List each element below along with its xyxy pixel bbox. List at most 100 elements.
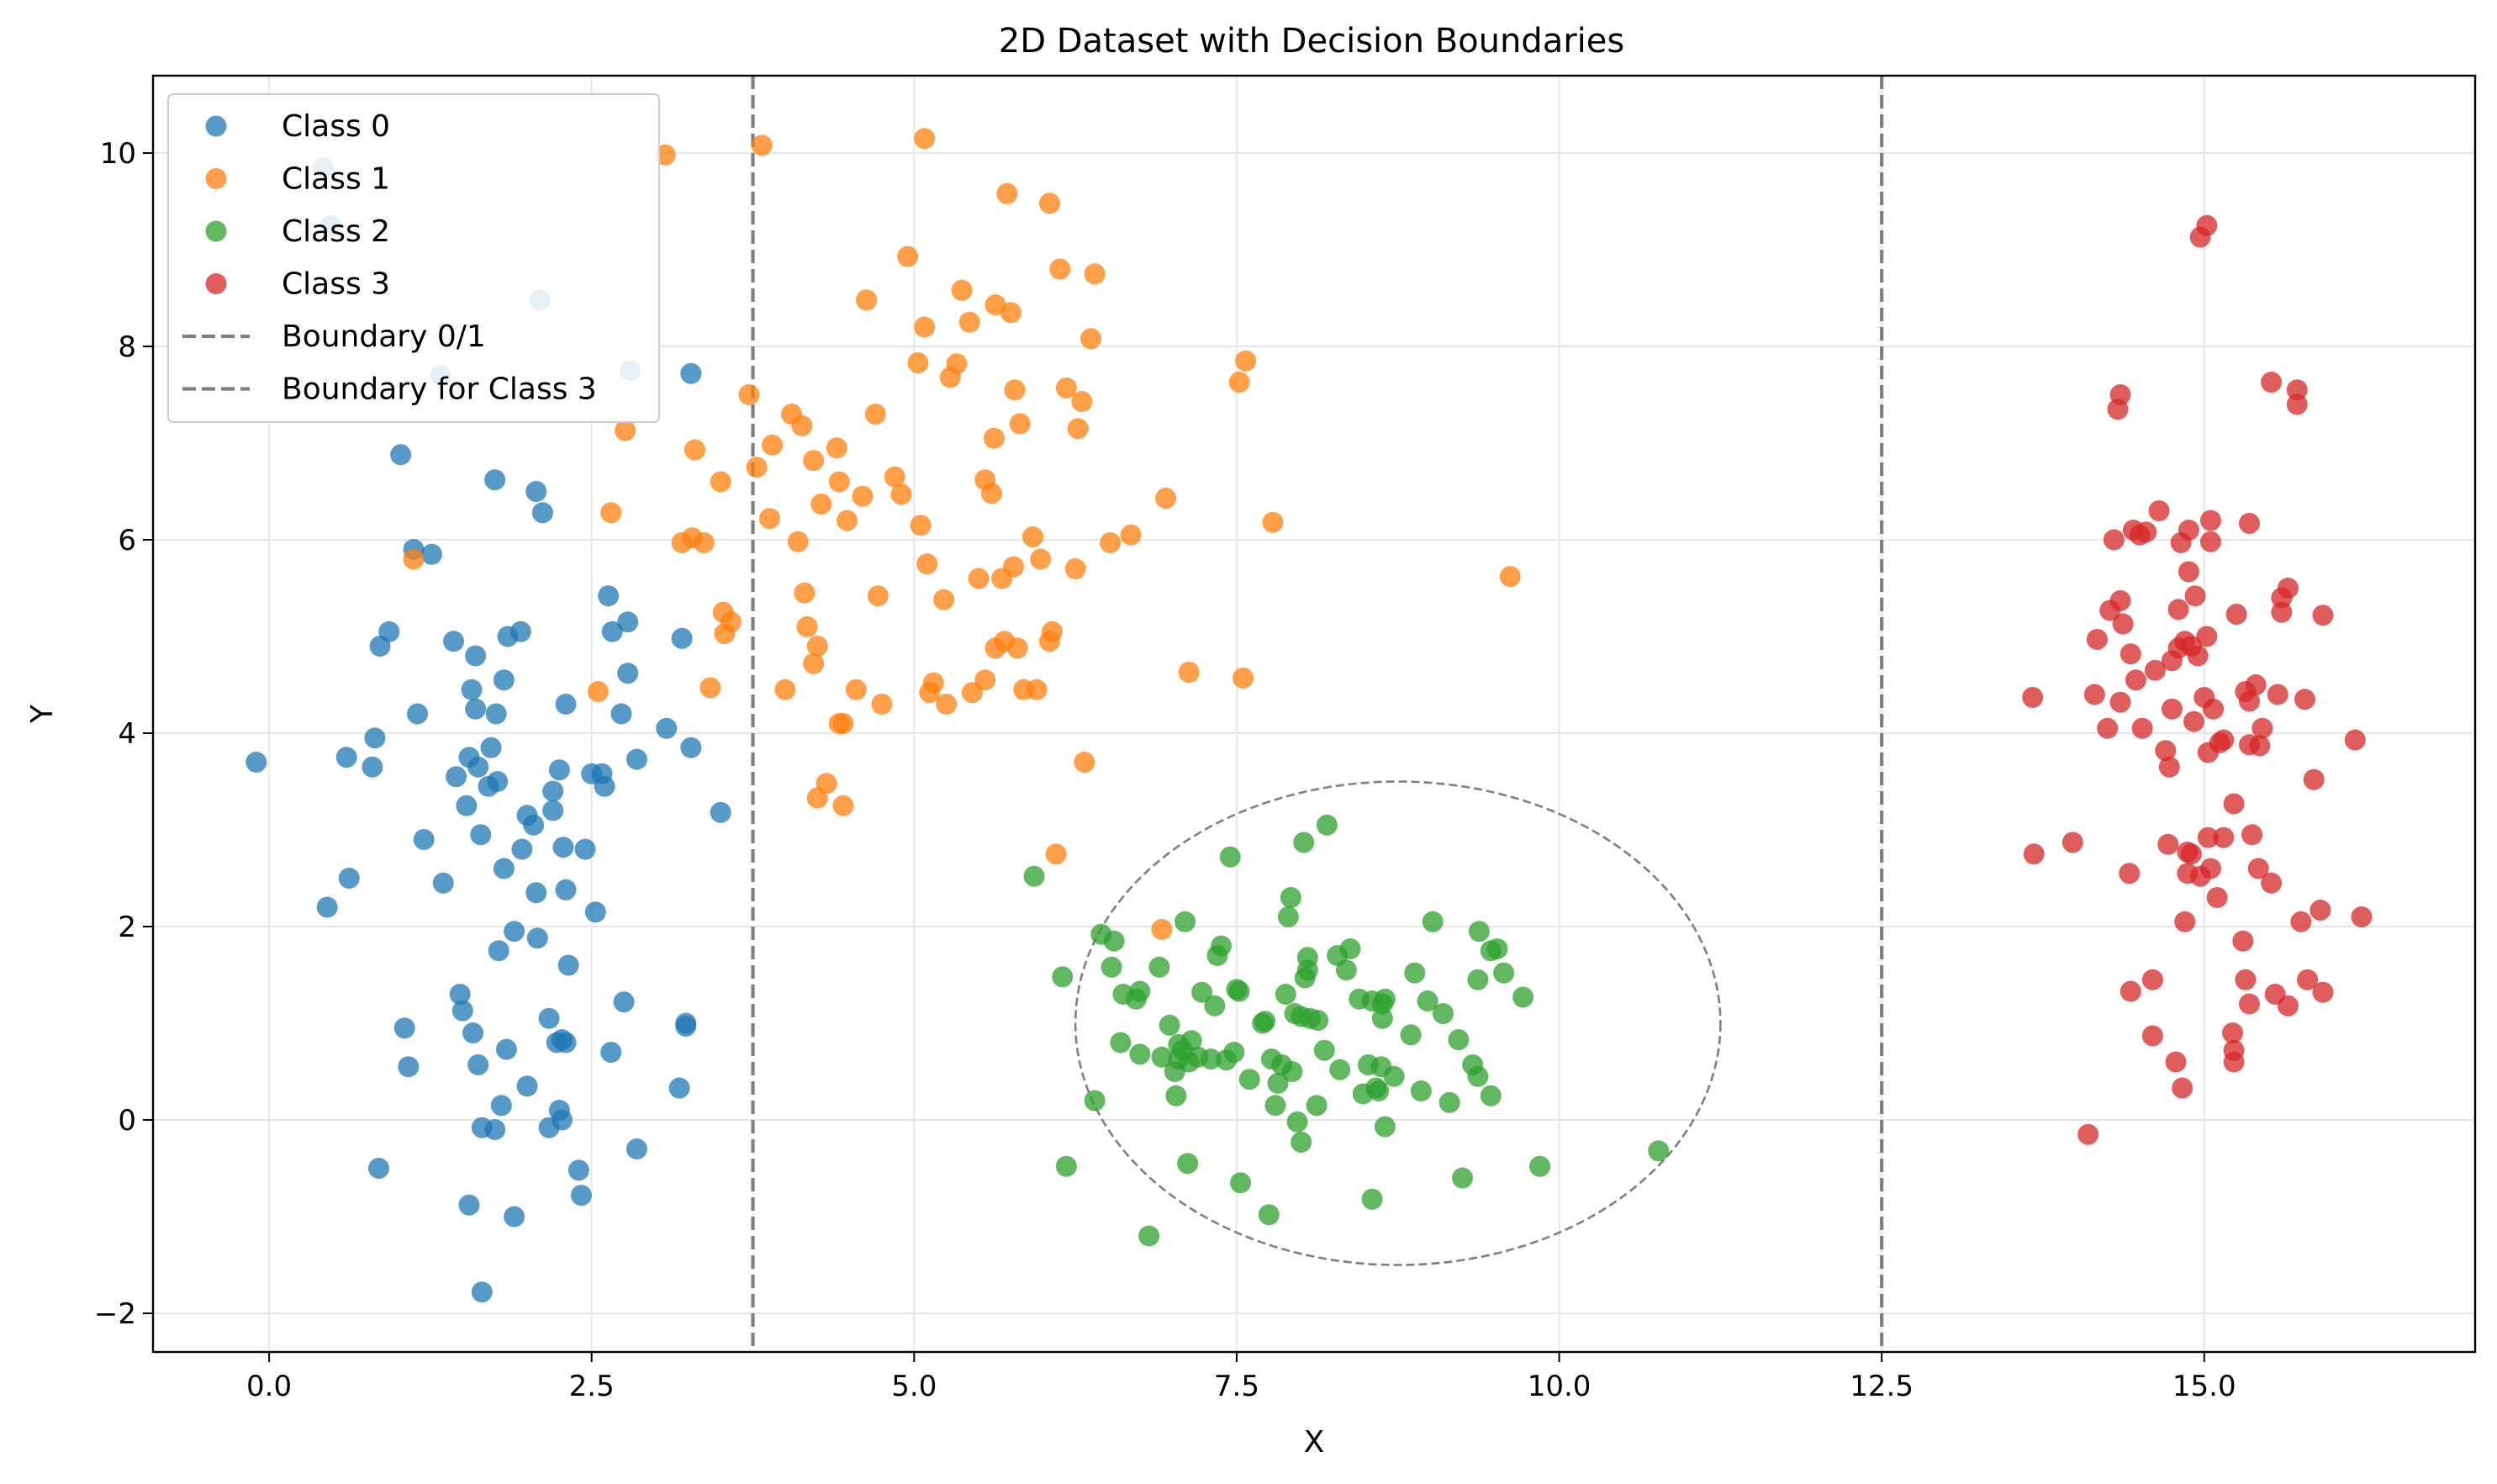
y-tick-label: 8	[118, 330, 136, 364]
data-point	[794, 582, 816, 604]
data-point	[2172, 1077, 2193, 1099]
data-point	[1404, 962, 1426, 984]
data-point	[1410, 1080, 1432, 1101]
data-point	[2241, 824, 2263, 846]
data-point	[555, 694, 577, 715]
data-point	[2203, 698, 2225, 720]
data-point	[1371, 993, 1393, 1015]
y-tick-label: 10	[100, 137, 136, 171]
data-point	[2196, 214, 2218, 236]
data-point	[1159, 1014, 1180, 1036]
data-point	[1280, 887, 1301, 908]
data-point	[413, 829, 435, 850]
data-point	[1151, 1046, 1173, 1068]
data-point	[680, 362, 702, 384]
data-point	[1006, 637, 1028, 659]
data-point	[884, 466, 905, 488]
data-point	[2238, 690, 2260, 712]
data-point	[1368, 1080, 1390, 1101]
data-point	[2225, 604, 2247, 626]
data-point	[1071, 391, 1093, 413]
series-class-2	[1023, 814, 1670, 1247]
data-point	[1439, 1091, 1460, 1113]
data-point	[2271, 601, 2293, 623]
data-point	[1002, 556, 1024, 578]
data-point	[490, 1095, 512, 1117]
x-axis-label: X	[1304, 1425, 1325, 1460]
data-point	[610, 703, 632, 725]
data-point	[1052, 966, 1074, 988]
data-point	[1103, 930, 1125, 952]
data-point	[584, 901, 606, 923]
data-point	[774, 679, 796, 700]
data-point	[2312, 605, 2334, 626]
data-point	[574, 838, 596, 860]
data-point	[2312, 981, 2334, 1003]
data-point	[806, 636, 828, 657]
data-point	[2165, 1051, 2187, 1073]
data-point	[378, 621, 400, 642]
data-point	[710, 801, 731, 823]
grid	[153, 76, 2475, 1352]
legend-label: Boundary for Class 3	[282, 372, 597, 407]
data-point	[796, 616, 818, 637]
data-point	[2235, 969, 2257, 990]
data-point	[914, 128, 936, 150]
data-point	[432, 872, 454, 894]
data-point	[2161, 698, 2183, 720]
data-point	[525, 882, 547, 904]
data-point	[2351, 906, 2373, 927]
data-point	[1235, 350, 1257, 372]
data-point	[816, 773, 837, 795]
x-tick-label: 15.0	[2172, 1370, 2236, 1403]
data-point	[525, 481, 547, 502]
data-point	[837, 510, 858, 531]
data-point	[810, 493, 832, 515]
data-point	[2120, 980, 2141, 1002]
data-point	[2196, 626, 2218, 647]
data-point	[1529, 1155, 1551, 1177]
data-point	[1230, 1172, 1252, 1194]
data-point	[488, 940, 509, 962]
data-point	[2290, 911, 2312, 932]
data-point	[867, 585, 889, 607]
data-point	[613, 991, 635, 1013]
data-point	[961, 682, 983, 704]
data-point	[656, 717, 678, 739]
data-point	[1335, 959, 1357, 981]
data-point	[1009, 413, 1031, 435]
data-point	[1155, 488, 1177, 510]
data-point	[1204, 995, 1226, 1017]
data-point	[1148, 956, 1170, 978]
data-point	[762, 434, 784, 456]
data-point	[2131, 717, 2153, 739]
data-point	[974, 669, 996, 691]
series-class-0	[245, 156, 731, 1303]
data-point	[484, 469, 506, 491]
data-point	[951, 279, 973, 301]
data-point	[1306, 1095, 1328, 1117]
series-class-1	[403, 128, 1521, 940]
data-point	[946, 353, 968, 375]
data-point	[2245, 674, 2267, 695]
data-point	[1480, 1085, 1502, 1106]
data-point	[668, 1077, 690, 1099]
legend-marker	[205, 168, 227, 189]
data-point	[467, 1054, 489, 1075]
data-point	[1100, 531, 1122, 553]
data-point	[787, 531, 809, 552]
data-point	[1175, 911, 1196, 932]
data-point	[922, 672, 944, 694]
data-point	[456, 795, 478, 816]
y-tick-label: 4	[118, 717, 136, 751]
data-point	[852, 485, 874, 507]
y-tick-label: 6	[118, 524, 136, 557]
data-point	[2148, 500, 2170, 521]
data-point	[480, 737, 502, 758]
data-points	[245, 128, 2373, 1303]
legend-label: Class 2	[282, 214, 390, 249]
legend: Class 0 Class 1 Class 2 Class 3 Boundary 0/1…	[167, 93, 660, 423]
data-point	[504, 1206, 525, 1228]
data-point	[914, 316, 936, 338]
data-point	[2141, 969, 2163, 990]
